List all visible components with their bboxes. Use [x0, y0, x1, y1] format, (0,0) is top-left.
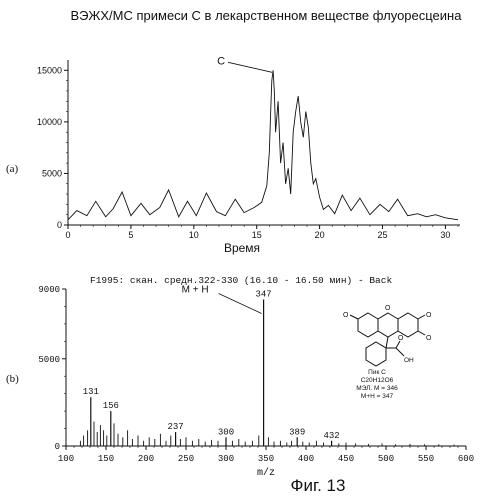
- chromatogram-trace: [68, 70, 458, 220]
- chromatogram-x-tick-label: 20: [315, 230, 325, 240]
- structure-bond: [396, 348, 404, 356]
- spectrum-y-tick-label: 5000: [38, 355, 60, 365]
- mass-spectrum-panel: F1995: скан. средн.322-330 (16.10 - 16.5…: [6, 275, 474, 479]
- spectrum-peak-label-156: 156: [103, 401, 119, 411]
- structure-o-top: O: [385, 305, 391, 312]
- spectrum-x-tick-label: 250: [178, 454, 194, 464]
- spectrum-title: F1995: скан. средн.322-330 (16.10 - 16.5…: [90, 275, 392, 286]
- structure-right-ring: [398, 313, 418, 337]
- structure-formula: C20H12O6: [361, 377, 394, 384]
- mh-label: M + H: [182, 284, 209, 295]
- peak-c-label: C: [217, 55, 225, 67]
- structure-bond: [350, 315, 358, 319]
- spectrum-x-tick-label: 100: [58, 454, 74, 464]
- spectrum-peak-label-237: 237: [167, 422, 183, 432]
- chromatogram-x-tick-label: 10: [189, 230, 199, 240]
- spectrum-x-tick-label: 300: [218, 454, 234, 464]
- spectrum-x-tick-label: 350: [258, 454, 274, 464]
- spectrum-labeled-peaks: 131 156 237 300 347 389 432: [83, 289, 340, 446]
- spectrum-x-tick-label: 400: [298, 454, 314, 464]
- structure-bond: [418, 331, 425, 335]
- structure-o-left: O: [343, 312, 349, 319]
- chromatogram-x-label: Время: [224, 241, 260, 255]
- structure-bond: [418, 315, 425, 319]
- figure-caption: Фиг. 13: [291, 476, 346, 495]
- chromatogram-y-tick-label: 15000: [37, 65, 62, 75]
- structure-o-right-top: O: [426, 312, 432, 319]
- spectrum-x-tick-label: 450: [338, 454, 354, 464]
- spectrum-y-tick-label: 9000: [38, 285, 60, 295]
- spectrum-y-tick-label: 0: [55, 442, 60, 452]
- spectrum-x-tick-label: 200: [138, 454, 154, 464]
- structure-center-ring: [378, 313, 398, 337]
- chromatogram-y-tick-label: 0: [57, 220, 62, 230]
- chromatogram-panel: (a) 0 5 10 15 20 25 30 0 5000 10000 15000 C Время: [6, 55, 460, 255]
- structure-o-right-bottom: O: [426, 335, 432, 342]
- chromatogram-x-ticks: 0 5 10 15 20 25 30: [65, 225, 458, 240]
- spectrum-x-tick-label: 600: [458, 454, 474, 464]
- structure-mol-mass: МЭЛ. М = 346: [356, 385, 398, 392]
- structure-o-acid: O: [398, 335, 404, 342]
- structure-left-ring: [358, 313, 378, 337]
- structure-benzoic-ring: [366, 342, 386, 366]
- structure-oh: OH: [404, 357, 414, 364]
- structure-peak-name: Пик С: [368, 369, 386, 376]
- spectrum-peak-label-432: 432: [323, 431, 339, 441]
- chromatogram-x-tick-label: 15: [252, 230, 262, 240]
- chromatogram-x-tick-label: 25: [378, 230, 388, 240]
- spectrum-x-tick-label: 150: [98, 454, 114, 464]
- structure-bond: [396, 341, 400, 348]
- peak-c-leader-line: [228, 62, 272, 72]
- chemical-structure: [350, 313, 425, 366]
- structure-mh: М+Н = 347: [361, 393, 394, 400]
- chromatogram-y-tick-label: 5000: [42, 168, 62, 178]
- spectrum-peak-label-347: 347: [255, 289, 271, 299]
- spectrum-peak-label-389: 389: [289, 427, 305, 437]
- spectrum-x-label: m/z: [257, 467, 275, 479]
- spectrum-peak-label-300: 300: [218, 427, 234, 437]
- chromatogram-y-ticks: 0 5000 10000 15000: [37, 65, 68, 230]
- chromatogram-x-tick-label: 30: [440, 230, 450, 240]
- spectrum-x-tick-label: 550: [418, 454, 434, 464]
- chromatogram-x-tick-label: 5: [128, 230, 133, 240]
- spectrum-minor-peaks: [80, 422, 454, 446]
- figure-title: ВЭЖХ/МС примеси С в лекарственном вещест…: [71, 8, 463, 23]
- spectrum-peak-label-131: 131: [83, 387, 99, 397]
- panel-b-label: (b): [6, 373, 19, 385]
- chromatogram-y-tick-label: 10000: [37, 117, 62, 127]
- panel-a-label: (a): [6, 163, 19, 175]
- spectrum-y-ticks: 0 5000 9000: [38, 285, 66, 452]
- spectrum-x-ticks: 100 150 200 250 300 350 400 450 500 550 600: [58, 446, 474, 464]
- structure-bond: [386, 337, 388, 348]
- chromatogram-x-tick-label: 0: [65, 230, 70, 240]
- spectrum-x-tick-label: 500: [378, 454, 394, 464]
- structure-labels: O O O O O OH Пик С C20H12O6 МЭЛ. М = 346…: [343, 305, 432, 400]
